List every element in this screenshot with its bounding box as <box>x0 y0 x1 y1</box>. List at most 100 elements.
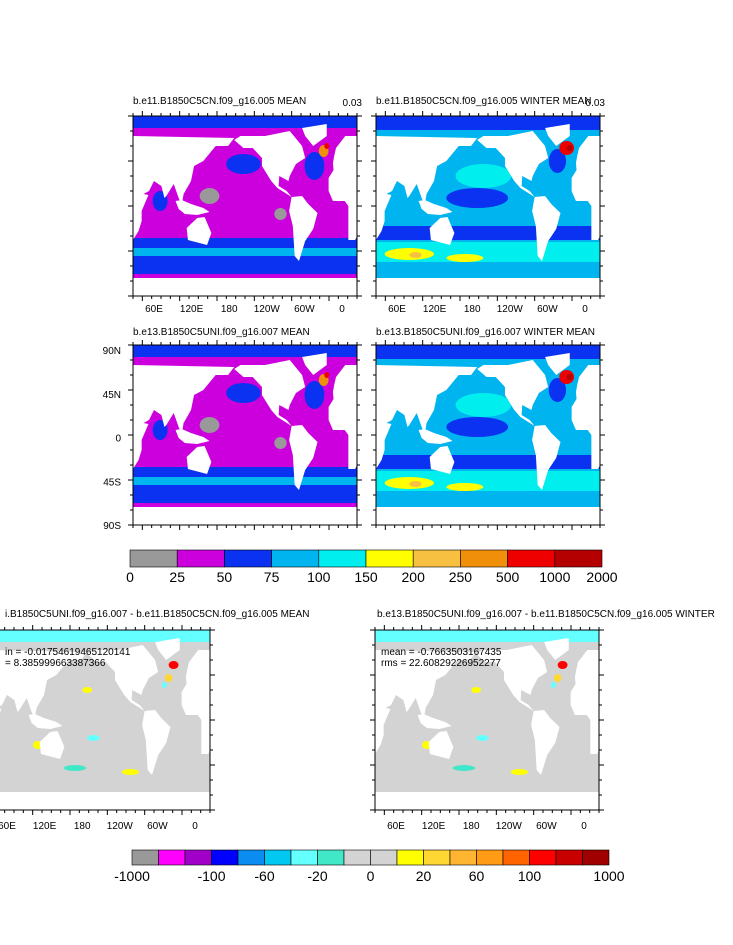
lon-label: 60E <box>145 304 163 315</box>
colorbar-box <box>237 849 265 866</box>
colorbar-box <box>264 849 292 866</box>
lon-label: 0 <box>192 821 198 832</box>
lon-label: 180 <box>221 304 238 315</box>
colorbar-label: 25 <box>169 569 185 585</box>
corner-label: 0.03 <box>586 98 606 109</box>
colorbar-label: -100 <box>197 868 225 884</box>
panel-title: b.e13.B1850C5UNI.f09_g16.007 WINTER MEAN <box>376 327 595 338</box>
colorbar-box <box>129 549 178 568</box>
lon-label: 120E <box>180 304 204 315</box>
corner-label: 0.03 <box>343 98 363 109</box>
colorbar-box <box>343 849 371 866</box>
lon-label: 120E <box>33 821 57 832</box>
colorbar-box <box>224 549 272 568</box>
panel: b.e11.B1850C5CN.f09_g16.005 MEAN 0.03 <box>132 96 363 297</box>
colorbar-label: 2000 <box>586 569 617 585</box>
colorbar-box <box>555 849 583 866</box>
colorbar-box <box>396 849 424 866</box>
lon-label: 180 <box>463 821 480 832</box>
lon-label: 120E <box>422 821 446 832</box>
stat-label: = 8.385999663387366 <box>5 658 106 669</box>
colorbar-box <box>582 849 610 866</box>
lon-label: 60E <box>388 304 406 315</box>
colorbar-label: -60 <box>254 868 274 884</box>
panel: b.e13.B1850C5UNI.f09_g16.007 WINTER MEAN <box>375 327 601 526</box>
lat-label: 0 <box>115 434 121 445</box>
colorbar-box <box>271 549 320 568</box>
lon-label: 120W <box>254 304 281 315</box>
lon-label: 180 <box>74 821 91 832</box>
colorbar-box <box>176 549 225 568</box>
colorbar-label: 75 <box>264 569 280 585</box>
colorbar-box <box>554 549 603 568</box>
colorbar-label: 0 <box>367 868 375 884</box>
map <box>376 116 600 296</box>
colorbar-label: 100 <box>518 868 542 884</box>
lat-label: 90S <box>103 521 121 532</box>
lon-label: 60W <box>537 304 558 315</box>
lon-label: 120W <box>496 821 523 832</box>
colorbar-label: 0 <box>126 569 134 585</box>
panel: b.e11.B1850C5CN.f09_g16.005 WINTER MEAN … <box>375 96 606 297</box>
lon-label: 60E <box>0 821 16 832</box>
colorbar-box <box>507 549 556 568</box>
colorbar-box <box>529 849 557 866</box>
panel-title: i.B1850C5UNI.f09_g16.007 - b.e11.B1850C5… <box>5 609 309 620</box>
map <box>133 345 357 525</box>
colorbar-box <box>449 849 477 866</box>
colorbar-label: 1000 <box>539 569 570 585</box>
lon-label: 120E <box>423 304 447 315</box>
colorbar-label: 200 <box>402 569 426 585</box>
colorbar-box <box>460 549 508 568</box>
colorbar-box <box>158 849 186 866</box>
lat-label: 45S <box>103 477 121 488</box>
colorbar-box <box>502 849 530 866</box>
lon-label: 60W <box>147 821 168 832</box>
map <box>376 345 600 525</box>
colorbar-label: -20 <box>307 868 327 884</box>
lon-label: 60W <box>536 821 557 832</box>
lon-label: 0 <box>582 304 588 315</box>
colorbar-box <box>423 849 451 866</box>
map <box>133 116 357 296</box>
lon-label: 60W <box>294 304 315 315</box>
colorbar-box <box>365 549 414 568</box>
lon-label: 120W <box>107 821 134 832</box>
colorbar-label: -1000 <box>114 868 150 884</box>
colorbar-box <box>318 549 367 568</box>
lon-label: 180 <box>464 304 481 315</box>
colorbar-label: 100 <box>307 569 331 585</box>
panel-title: b.e13.B1850C5UNI.f09_g16.007 - b.e11.B18… <box>377 609 715 620</box>
colorbar-box <box>476 849 504 866</box>
colorbar-box <box>412 549 461 568</box>
stat-label: mean = -0.7663503167435 <box>381 647 502 658</box>
panel-title: b.e11.B1850C5CN.f09_g16.005 MEAN <box>133 96 306 107</box>
colorbar-box <box>370 849 398 866</box>
colorbar-box <box>317 849 345 866</box>
colorbar-box <box>131 849 159 866</box>
colorbar-label: 150 <box>354 569 378 585</box>
colorbar-box <box>211 849 239 866</box>
colorbar-label: 20 <box>416 868 432 884</box>
panel: b.e13.B1850C5UNI.f09_g16.007 MEAN <box>132 327 358 526</box>
panel-title: b.e13.B1850C5UNI.f09_g16.007 MEAN <box>133 327 310 338</box>
colorbar-label: 50 <box>217 569 233 585</box>
panel: i.B1850C5UNI.f09_g16.007 - b.e11.B1850C5… <box>0 609 309 811</box>
colorbar-label: 1000 <box>593 868 624 884</box>
colorbar-label: 60 <box>469 868 485 884</box>
lon-label: 120W <box>497 304 524 315</box>
lat-label: 45N <box>103 390 121 401</box>
stat-label: rms = 22.60829226952277 <box>381 658 501 669</box>
stat-label: in = -0.01754619465120141 <box>5 647 131 658</box>
colorbar-box <box>184 849 212 866</box>
lon-label: 0 <box>581 821 587 832</box>
lon-label: 0 <box>339 304 345 315</box>
colorbar-label: 250 <box>449 569 473 585</box>
colorbar-label: 500 <box>496 569 520 585</box>
panel-title: b.e11.B1850C5CN.f09_g16.005 WINTER MEAN <box>376 96 591 107</box>
panel: b.e13.B1850C5UNI.f09_g16.007 - b.e11.B18… <box>374 609 715 811</box>
lat-label: 90N <box>103 346 121 357</box>
colorbar-box <box>290 849 318 866</box>
lon-label: 60E <box>387 821 405 832</box>
